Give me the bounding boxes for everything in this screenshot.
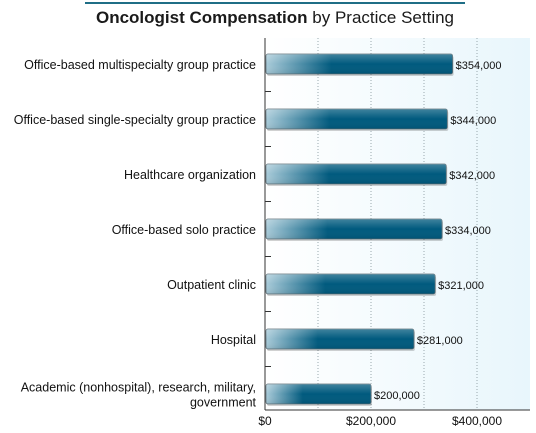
bar-highlight xyxy=(266,329,414,349)
category-label: Hospital xyxy=(211,333,256,347)
category-label: Healthcare organization xyxy=(124,168,256,182)
category-label: Office-based multispecialty group practi… xyxy=(24,58,256,72)
axes xyxy=(264,38,530,411)
bar-highlight xyxy=(266,164,447,184)
bars xyxy=(265,53,454,406)
x-tick-label: $200,000 xyxy=(346,414,396,428)
x-tick-label: $0 xyxy=(258,414,272,428)
chart-title: Oncologist Compensation by Practice Sett… xyxy=(85,2,465,30)
bar-highlight xyxy=(266,219,443,239)
value-label: $354,000 xyxy=(456,60,502,72)
value-label: $334,000 xyxy=(445,225,491,237)
labels: $354,000 Office-based multispecialty grou… xyxy=(14,58,503,428)
title-bold-part: Oncologist Compensation xyxy=(95,8,308,27)
category-label: government xyxy=(190,396,257,410)
value-label: $200,000 xyxy=(374,390,420,402)
category-label: Office-based solo practice xyxy=(112,223,256,237)
value-label: $342,000 xyxy=(449,170,495,182)
value-label: $321,000 xyxy=(438,280,484,292)
bar-highlight xyxy=(266,54,453,74)
title-text: Oncologist Compensation by Practice Sett… xyxy=(85,8,465,28)
value-label: $344,000 xyxy=(450,115,496,127)
title-rule xyxy=(85,2,465,4)
title-rest-part: by Practice Setting xyxy=(307,8,455,27)
value-label: $281,000 xyxy=(417,335,463,347)
bar-highlight xyxy=(266,384,371,404)
category-separators xyxy=(265,91,271,367)
category-label: Outpatient clinic xyxy=(167,278,256,292)
bar-highlight xyxy=(266,109,448,129)
category-label: Office-based single-specialty group prac… xyxy=(14,113,256,127)
x-tick-label: $400,000 xyxy=(452,414,502,428)
category-label: Academic (nonhospital), research, milita… xyxy=(21,381,256,395)
bar-highlight xyxy=(266,274,436,294)
